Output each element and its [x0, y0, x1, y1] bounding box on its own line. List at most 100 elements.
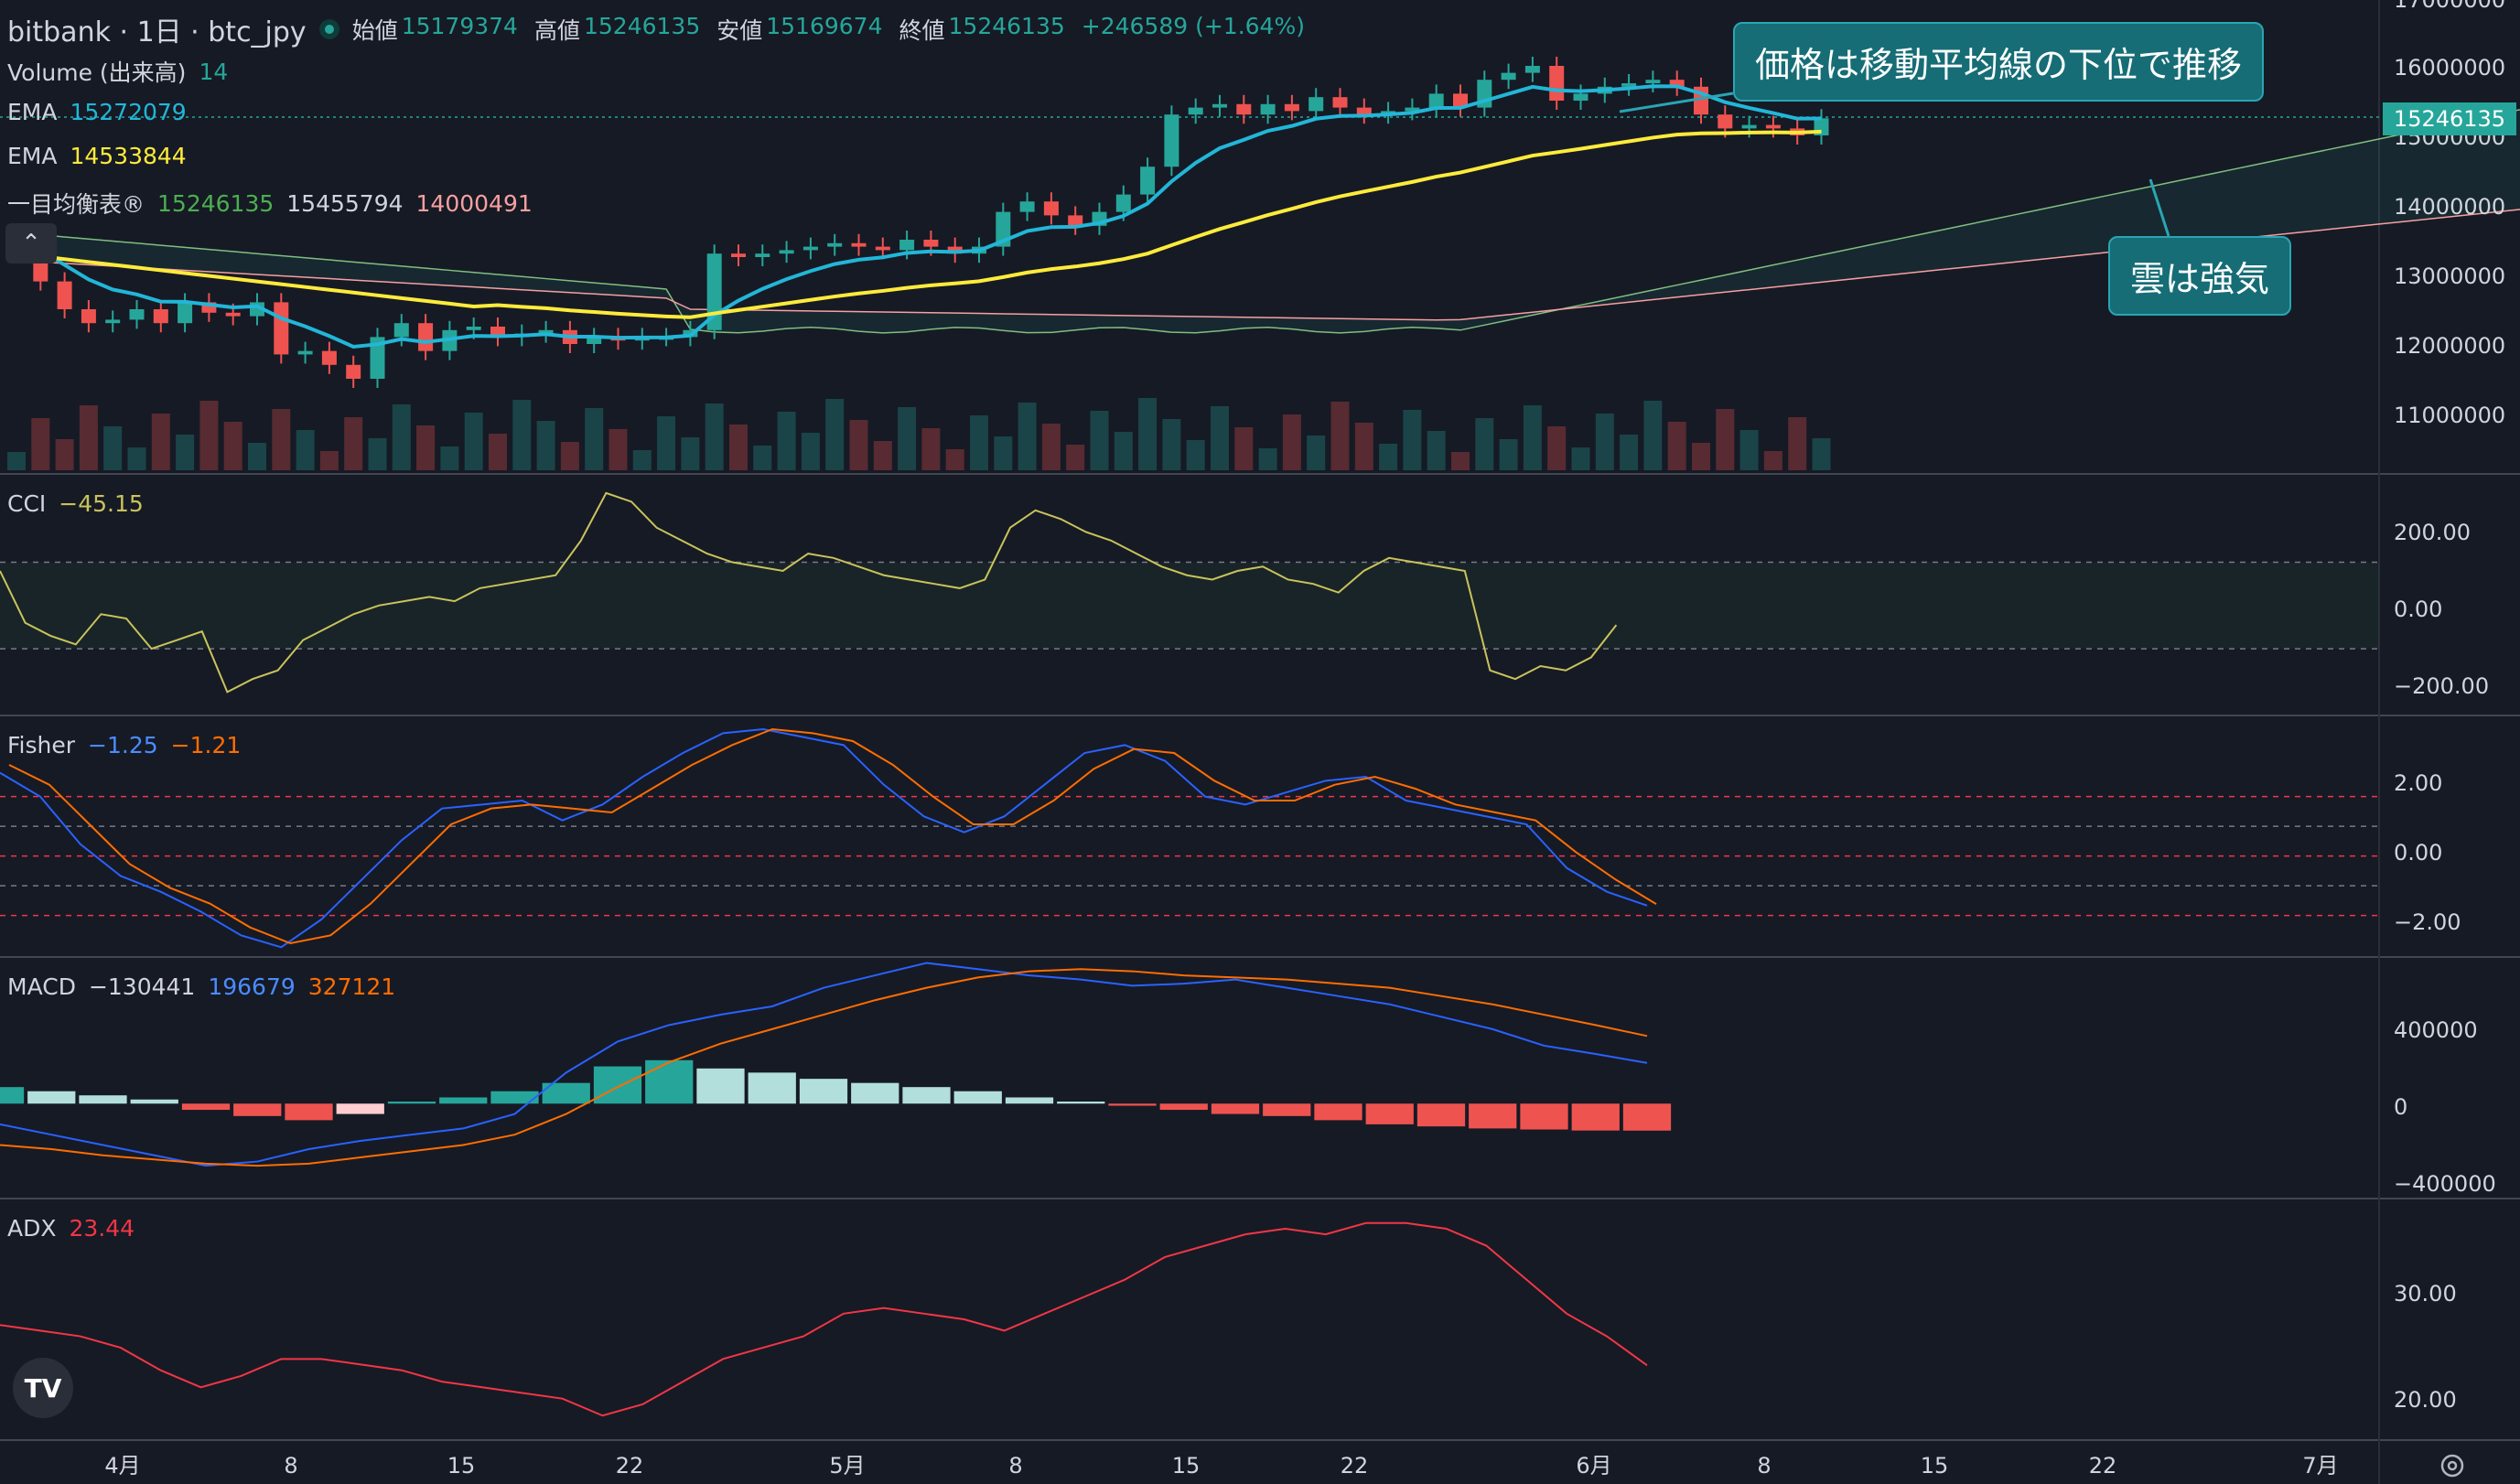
candle-body — [1019, 201, 1035, 212]
volume-bar — [512, 400, 532, 470]
volume-bar — [994, 436, 1013, 470]
candle-body — [1645, 80, 1661, 83]
volume-bar — [1763, 451, 1782, 470]
ichimoku-value-2: 15455794 — [286, 189, 404, 217]
macd-legend[interactable]: MACD −130441 196679 327121 — [7, 973, 395, 1000]
macd-histogram-bar — [696, 1068, 745, 1104]
adx-value: 23.44 — [69, 1215, 135, 1242]
cci-legend[interactable]: CCI −45.15 — [7, 490, 144, 517]
macd-histogram-bar — [1159, 1103, 1208, 1111]
macd-histogram-bar — [953, 1091, 1002, 1104]
change-value: +246589 (+1.64%) — [1081, 13, 1305, 39]
candle-body — [1621, 83, 1637, 87]
volume-bar — [248, 443, 266, 470]
candle-body — [105, 319, 121, 324]
volume-legend[interactable]: Volume (出来高) 14 — [7, 55, 228, 88]
cloud-callout[interactable]: 雲は強気 — [2108, 236, 2292, 316]
candle-body — [1212, 103, 1227, 108]
volume-bar — [1571, 447, 1590, 470]
ohlc-values: 始値 15179374 高値 15246135 安値 15169674 終値 15246… — [352, 13, 1305, 46]
ema-fast-legend[interactable]: EMA 15272079 — [7, 99, 187, 125]
macd-histogram-bar — [1314, 1103, 1362, 1121]
candle-body — [274, 302, 289, 355]
candle-body — [370, 337, 385, 379]
candle-body — [779, 250, 794, 254]
volume-bar — [1692, 443, 1710, 470]
candle-body — [321, 350, 337, 365]
fisher-trigger-line — [8, 727, 1657, 945]
candle-body — [802, 246, 818, 251]
macd-histogram-bar — [336, 1103, 384, 1114]
fisher-value-1: −1.25 — [88, 732, 158, 758]
macd-histogram-bar — [1622, 1103, 1672, 1131]
macd-histogram-bar — [387, 1102, 436, 1104]
low-label: 安値 — [716, 17, 763, 44]
candle-body — [201, 302, 217, 313]
ema-slow-legend[interactable]: EMA 14533844 — [7, 143, 187, 169]
close-value: 15246135 — [948, 13, 1065, 39]
volume-bar — [970, 415, 988, 470]
volume-bar — [873, 441, 892, 470]
candle-body — [587, 337, 602, 344]
collapse-legend-button[interactable]: ⌃ — [5, 223, 57, 263]
adx-legend[interactable]: ADX 23.44 — [7, 1215, 135, 1242]
settings-gear-icon[interactable] — [2436, 1449, 2469, 1482]
volume-bar — [489, 434, 507, 470]
macd-histogram-bar — [1365, 1103, 1414, 1124]
macd-histogram-bar — [902, 1087, 951, 1104]
volume-bar — [1403, 410, 1422, 470]
macd-histogram-bar — [130, 1099, 178, 1104]
time-axis-label: 15 — [1921, 1453, 1949, 1479]
candle-body — [1043, 201, 1059, 216]
price-callout[interactable]: 価格は移動平均線の下位で推移 — [1733, 22, 2265, 102]
candle-body — [225, 312, 241, 317]
adx-axis-label: 30.00 — [2394, 1281, 2457, 1307]
volume-bar — [632, 450, 652, 470]
volume-bar — [416, 425, 436, 470]
candle-body — [346, 364, 361, 379]
volume-bar — [1354, 423, 1373, 470]
candle-body — [393, 323, 409, 338]
volume-bar — [1234, 427, 1254, 470]
market-status-icon — [318, 19, 339, 39]
cci-label: CCI — [7, 490, 47, 517]
symbol-title[interactable]: bitbank · 1日 · btc_jpy — [7, 16, 307, 48]
volume-bar — [1620, 435, 1639, 470]
macd-histogram-bar — [1416, 1103, 1466, 1127]
volume-bar — [272, 409, 291, 470]
volume-bar — [657, 416, 676, 470]
ema-slow-line — [16, 129, 1822, 319]
ema-slow-label: EMA — [7, 143, 58, 169]
time-axis-label: 6月 — [1576, 1453, 1611, 1479]
candle-body — [1164, 114, 1179, 167]
ichimoku-legend[interactable]: 一目均衡表® 15246135 15455794 14000491 — [7, 187, 533, 220]
time-axis-label: 8 — [284, 1453, 297, 1479]
price-axis-label: 14000000 — [2394, 194, 2505, 220]
volume-bar — [151, 414, 170, 470]
volume-bar — [7, 452, 26, 470]
symbol-header: bitbank · 1日 · btc_jpy 始値 15179374 高値 1524… — [7, 9, 1305, 49]
adx-axis-label: 20.00 — [2394, 1387, 2457, 1413]
candle-body — [153, 309, 168, 324]
volume-bar — [1547, 426, 1567, 470]
macd-histogram-bar — [645, 1059, 694, 1104]
volume-bar — [368, 438, 387, 470]
volume-bar — [753, 446, 772, 470]
volume-bar — [1667, 422, 1686, 470]
macd-histogram-bar — [748, 1072, 796, 1104]
macd-value-1: −130441 — [88, 973, 196, 1000]
candle-body — [466, 327, 481, 330]
candle-body — [418, 323, 434, 351]
time-axis-label: 22 — [616, 1453, 644, 1479]
cloud-callout-pointer — [2148, 178, 2170, 237]
volume-bar — [705, 403, 724, 470]
ema-fast-value: 15272079 — [70, 99, 187, 125]
time-axis-label: 15 — [1172, 1453, 1201, 1479]
fisher-legend[interactable]: Fisher −1.25 −1.21 — [7, 732, 241, 758]
volume-bar — [103, 426, 123, 470]
tradingview-logo-icon[interactable]: TV — [13, 1358, 73, 1418]
volume-bar — [1643, 401, 1663, 470]
macd-line — [0, 962, 1648, 1167]
candle-body — [81, 309, 96, 324]
